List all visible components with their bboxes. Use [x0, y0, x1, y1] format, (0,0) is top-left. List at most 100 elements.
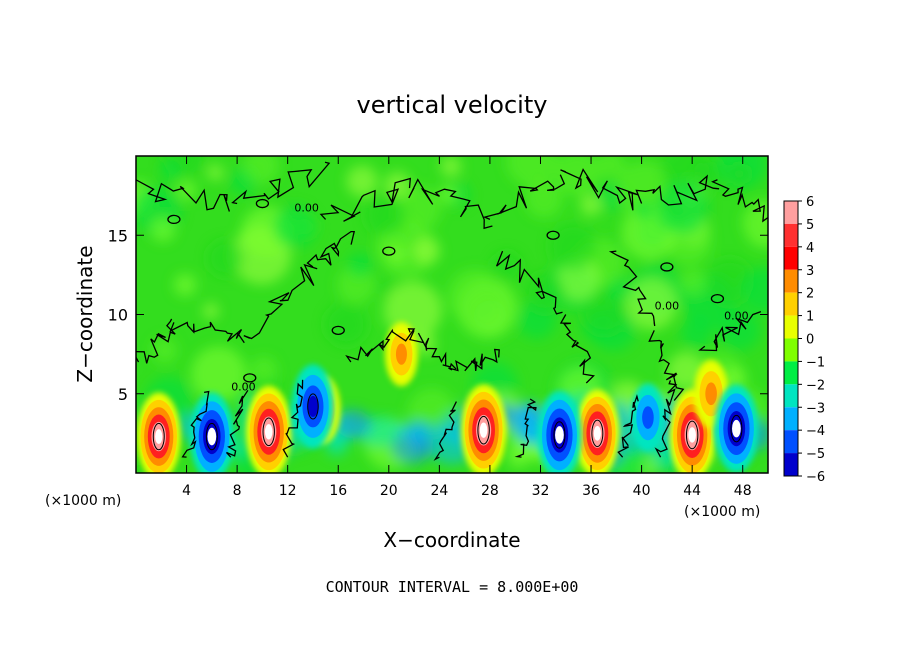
zero-contour-loop: [255, 198, 270, 209]
x-tick-label: 40: [633, 483, 651, 499]
texture-blob: [680, 269, 707, 296]
colorbar-label: −5: [806, 447, 825, 462]
zero-contour: [698, 310, 762, 352]
colorbar-swatch: [784, 384, 798, 408]
texture-blob: [202, 303, 219, 320]
colorbar-swatch: [784, 315, 798, 339]
texture-blob: [176, 180, 197, 201]
texture-blob: [412, 237, 440, 265]
contour-label: 0.00: [231, 381, 256, 394]
zero-contour: [711, 179, 768, 223]
colorbar-swatch: [784, 246, 798, 270]
velocity-cells: [136, 322, 759, 473]
zero-contour: [559, 314, 595, 384]
zero-contour: [654, 380, 678, 458]
texture-blob: [741, 267, 768, 313]
y-axis-label: Z−coordinate: [73, 245, 97, 382]
downdraft-cell-ring: [555, 426, 564, 444]
texture-blob: [580, 194, 602, 216]
colorbar-swatch: [784, 453, 798, 476]
zero-contour: [514, 398, 537, 458]
colorbar-label: −2: [806, 378, 825, 393]
zero-contour: [319, 177, 412, 222]
zero-contour: [282, 379, 304, 458]
x-axis-label: X−coordinate: [383, 528, 520, 552]
colorbar-swatch: [784, 430, 798, 454]
zero-contour-loop: [167, 214, 181, 225]
updraft-cell-contour: [262, 417, 275, 447]
x-tick-label: 24: [430, 483, 448, 499]
texture-blob: [513, 402, 540, 444]
updraft-cell: [245, 385, 292, 473]
zero-contour: [243, 263, 318, 340]
downdraft-cell: [537, 390, 582, 473]
texture-blob: [595, 156, 626, 179]
zero-contour-loop: [546, 230, 560, 240]
downdraft-cell: [714, 384, 759, 473]
colorbar-label: 3: [806, 264, 814, 279]
x-tick-label: 20: [380, 483, 398, 499]
texture-blob: [439, 185, 458, 205]
texture-blob: [491, 251, 523, 283]
zero-contour: [617, 394, 639, 458]
colorbar-label: 1: [806, 310, 814, 325]
y-axis: 5 10 15: [108, 226, 768, 404]
texture-blob: [206, 239, 245, 278]
texture-blob: [626, 278, 678, 330]
texture-blob: [346, 165, 378, 197]
colorbar-label: −6: [806, 470, 825, 485]
y-tick-label: 5: [118, 385, 128, 404]
updraft-cell-ring: [479, 422, 488, 438]
zero-contour: [136, 318, 176, 364]
colorbar: 6 5 4 3 2 1 0 −1 −2 −3 −4 −5 −6: [783, 195, 825, 485]
colorbar-label: 6: [806, 195, 814, 210]
texture-blob: [655, 181, 709, 235]
x-tick-label: 44: [683, 483, 701, 499]
texture-blob: [389, 247, 406, 264]
downdraft-cell: [630, 383, 666, 452]
zero-contour: [136, 179, 231, 212]
colorbar-swatch: [784, 201, 798, 224]
downdraft-cell-ring: [642, 406, 654, 429]
texture-blob: [207, 164, 224, 181]
zero-contour-loop: [382, 246, 396, 256]
x-tick-label: 16: [329, 483, 347, 499]
updraft-cell: [575, 389, 620, 473]
zero-contour-loop: [331, 325, 345, 336]
downdraft-cell-ring: [732, 419, 741, 438]
zero-contour: [433, 401, 457, 461]
updraft-cell-contour: [685, 420, 699, 450]
texture-blob: [160, 160, 181, 181]
downdraft-cell-contour: [730, 414, 743, 443]
zero-contour-loop: [660, 262, 674, 272]
x-tick-label: 32: [532, 483, 550, 499]
colorbar-label: −4: [806, 424, 825, 439]
updraft-cell-ring: [688, 427, 696, 443]
texture-blob: [741, 199, 768, 244]
zero-contour-loop: [243, 373, 257, 383]
texture-blob: [364, 194, 407, 237]
updraft-cell-ring: [705, 382, 717, 406]
downdraft-cell-contour: [205, 422, 218, 451]
contour-label: 0.00: [294, 201, 319, 214]
texture-blob: [272, 205, 317, 249]
zero-contour: [226, 389, 249, 458]
updraft-cell-contour: [152, 422, 165, 451]
texture-blob: [347, 252, 373, 278]
zero-contour: [608, 250, 656, 327]
colorbar-swatch: [784, 269, 798, 293]
colorbar-swatch: [784, 361, 798, 385]
texture-blob: [151, 337, 178, 364]
updraft-cell-contour: [477, 415, 490, 445]
updraft-cell-contour: [591, 419, 604, 448]
texture-blob: [190, 346, 247, 402]
zero-contour: [306, 230, 356, 268]
zero-contour: [482, 174, 566, 220]
zero-contour: [169, 321, 245, 344]
chart-title: vertical velocity: [357, 91, 548, 119]
texture-blob: [242, 156, 280, 184]
texture-blob: [335, 409, 371, 439]
colorbar-label: 2: [806, 287, 814, 302]
texture-blob: [549, 222, 597, 271]
texture-blob: [633, 200, 653, 220]
